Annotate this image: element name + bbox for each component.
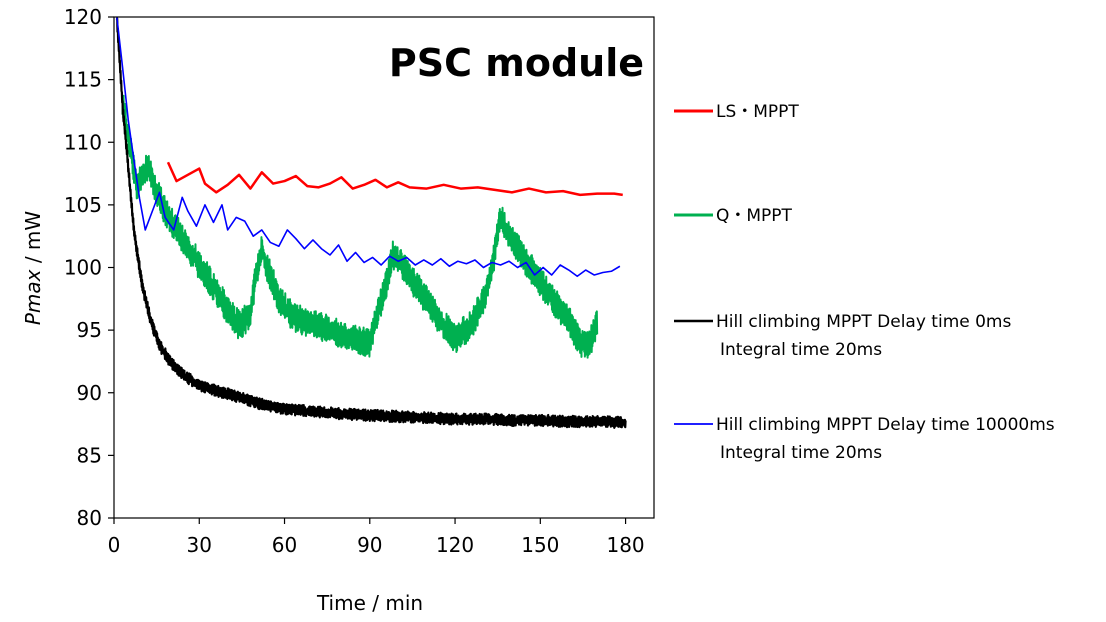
y-tick-label: 90: [77, 381, 102, 405]
legend-label-hill-climbing-0ms-line2: Integral time 20ms: [720, 340, 882, 360]
x-tick-label: 0: [108, 533, 121, 557]
legend-item-q-mppt: Q・MPPT: [674, 206, 793, 226]
x-axis-title: Time / min: [316, 591, 423, 615]
series-layer: [115, 17, 627, 429]
y-tick-label: 95: [77, 318, 102, 342]
series-line-q-mppt: [121, 94, 599, 359]
y-tick-label: 80: [77, 506, 102, 530]
y-axis: 80 85 90 95 100 105 110 115 120: [64, 5, 114, 530]
chart-title: PSC module: [389, 41, 644, 85]
legend-label-hill-climbing-0ms: Hill climbing MPPT Delay time 0ms: [716, 312, 1011, 332]
plot-area-border: [113, 16, 655, 519]
legend-item-hill-climbing-10000ms: Hill climbing MPPT Delay time 10000ms In…: [674, 415, 1055, 463]
legend-item-hill-climbing-0ms: Hill climbing MPPT Delay time 0ms Integr…: [674, 312, 1011, 360]
x-tick-label: 120: [436, 533, 474, 557]
x-tick-label: 30: [187, 533, 212, 557]
legend-label-q-mppt: Q・MPPT: [716, 206, 793, 226]
y-tick-label: 85: [77, 443, 102, 467]
legend-item-ls-mppt: LS・MPPT: [674, 102, 799, 122]
y-tick-label: 100: [64, 256, 102, 280]
series-line-hill-climbing-10000ms: [116, 17, 621, 278]
y-tick-label: 115: [64, 68, 102, 92]
y-axis-title-unit: / mW: [21, 211, 45, 270]
y-axis-title: Pmax / mW: [21, 211, 45, 326]
y-tick-label: 105: [64, 193, 102, 217]
series-line-ls-mppt: [166, 161, 623, 197]
y-tick-label: 120: [64, 5, 102, 29]
legend-label-hill-climbing-10000ms-line2: Integral time 20ms: [720, 443, 882, 463]
legend-label-ls-mppt: LS・MPPT: [716, 102, 799, 122]
series-line-hill-climbing-0ms: [115, 17, 627, 429]
x-tick-label: 60: [272, 533, 297, 557]
legend: LS・MPPT Q・MPPT Hill climbing MPPT Delay …: [674, 102, 1055, 463]
legend-label-hill-climbing-10000ms: Hill climbing MPPT Delay time 10000ms: [716, 415, 1055, 435]
x-axis: 0 30 60 90 120 150 180: [108, 518, 645, 557]
y-tick-label: 110: [64, 130, 102, 154]
y-axis-title-symbol: Pmax: [21, 269, 45, 325]
x-tick-label: 180: [606, 533, 644, 557]
x-tick-label: 150: [521, 533, 559, 557]
x-tick-label: 90: [357, 533, 382, 557]
